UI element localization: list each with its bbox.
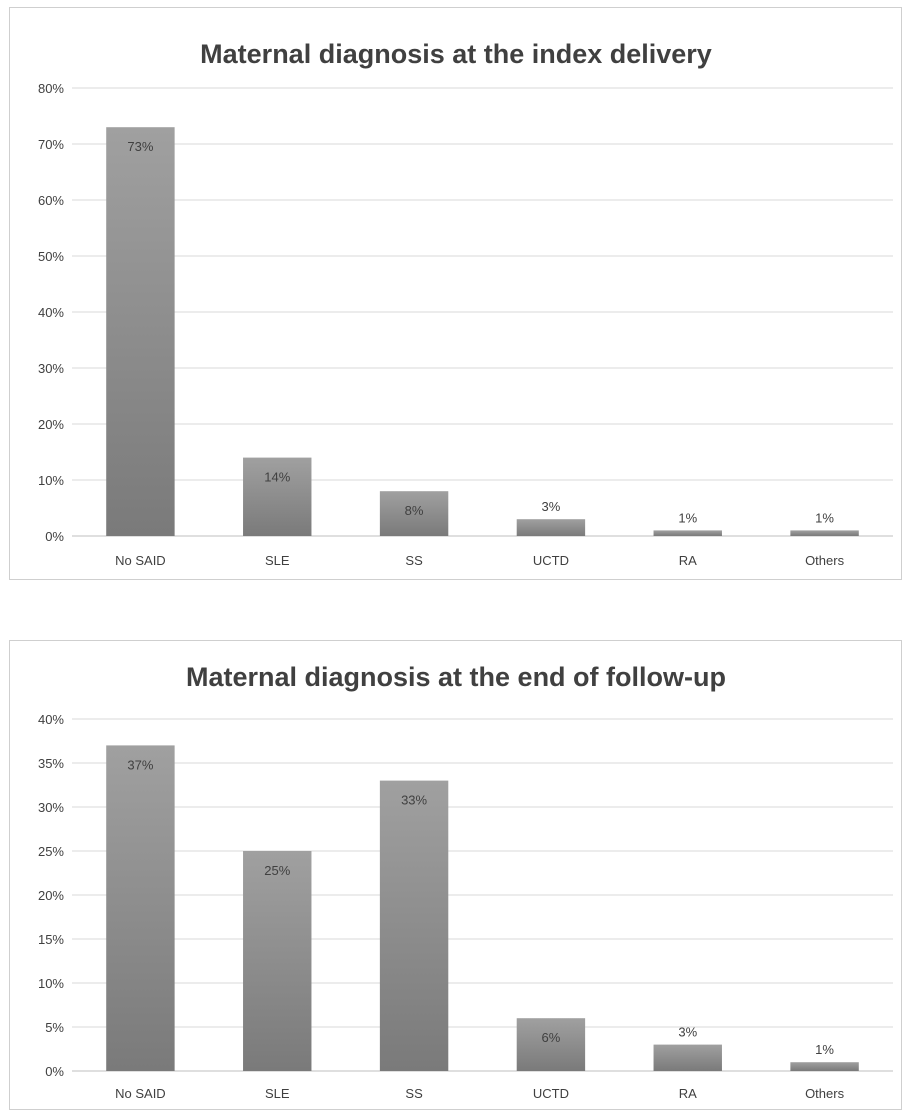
data-label: 3% [678, 1025, 697, 1040]
y-tick-label: 20% [38, 888, 64, 903]
y-tick-label: 30% [38, 800, 64, 815]
data-label: 37% [127, 757, 153, 772]
data-label: 73% [127, 139, 153, 154]
y-tick-label: 60% [38, 193, 64, 208]
x-tick-label: RA [679, 1086, 697, 1101]
y-tick-label: 50% [38, 249, 64, 264]
x-tick-label: RA [679, 553, 697, 568]
bar-uctd [516, 1018, 586, 1071]
data-label: 25% [264, 863, 290, 878]
y-tick-label: 0% [45, 1064, 64, 1079]
y-tick-label: 10% [38, 473, 64, 488]
y-tick-label: 70% [38, 137, 64, 152]
y-tick-label: 0% [45, 529, 64, 544]
x-tick-label: Others [805, 553, 845, 568]
y-tick-label: 30% [38, 361, 64, 376]
x-tick-label: No SAID [115, 1086, 166, 1101]
chart-index-delivery: Maternal diagnosis at the index delivery… [38, 39, 893, 568]
x-tick-label: SS [405, 1086, 423, 1101]
bar-sle [243, 851, 312, 1071]
y-tick-label: 10% [38, 976, 64, 991]
bar-no-said [106, 127, 175, 536]
bar-others [790, 1062, 859, 1071]
data-label: 1% [678, 510, 697, 525]
bar-ss [379, 780, 449, 1071]
data-label: 3% [542, 499, 561, 514]
chart-panel-index-delivery: Maternal diagnosis at the index delivery… [9, 7, 902, 580]
y-tick-label: 40% [38, 712, 64, 727]
bar-sle [243, 457, 312, 536]
bar-ss [379, 491, 449, 536]
y-tick-label: 20% [38, 417, 64, 432]
y-tick-label: 80% [38, 81, 64, 96]
x-tick-label: Others [805, 1086, 845, 1101]
data-label: 1% [815, 1042, 834, 1057]
chart-end-of-follow-up: Maternal diagnosis at the end of follow-… [38, 662, 893, 1101]
x-tick-label: UCTD [533, 1086, 569, 1101]
y-tick-label: 40% [38, 305, 64, 320]
chart-panel-end-of-follow-up: Maternal diagnosis at the end of follow-… [9, 640, 902, 1110]
data-label: 14% [264, 470, 290, 485]
y-tick-label: 25% [38, 844, 64, 859]
x-tick-label: SLE [265, 1086, 290, 1101]
x-tick-label: No SAID [115, 553, 166, 568]
x-tick-label: UCTD [533, 553, 569, 568]
bar-ra [653, 1044, 722, 1071]
x-tick-label: SLE [265, 553, 290, 568]
bar-no-said [106, 745, 175, 1071]
y-tick-label: 15% [38, 932, 64, 947]
data-label: 33% [401, 793, 427, 808]
bar-uctd [516, 519, 586, 536]
chart-title: Maternal diagnosis at the index delivery [200, 39, 712, 69]
chart-title: Maternal diagnosis at the end of follow-… [186, 662, 726, 692]
y-tick-label: 35% [38, 756, 64, 771]
bar-ra [653, 530, 722, 536]
bar-others [790, 530, 859, 536]
data-label: 8% [405, 503, 424, 518]
x-tick-label: SS [405, 553, 423, 568]
data-label: 1% [815, 510, 834, 525]
y-tick-label: 5% [45, 1020, 64, 1035]
data-label: 6% [542, 1030, 561, 1045]
